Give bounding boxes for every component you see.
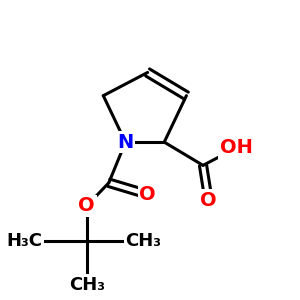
Text: O: O [139, 185, 156, 204]
Text: H₃C: H₃C [6, 232, 42, 250]
Text: O: O [200, 191, 217, 210]
Text: OH: OH [220, 138, 253, 158]
Text: CH₃: CH₃ [125, 232, 161, 250]
Text: O: O [78, 196, 95, 215]
Text: CH₃: CH₃ [69, 276, 105, 294]
Text: N: N [117, 133, 134, 152]
